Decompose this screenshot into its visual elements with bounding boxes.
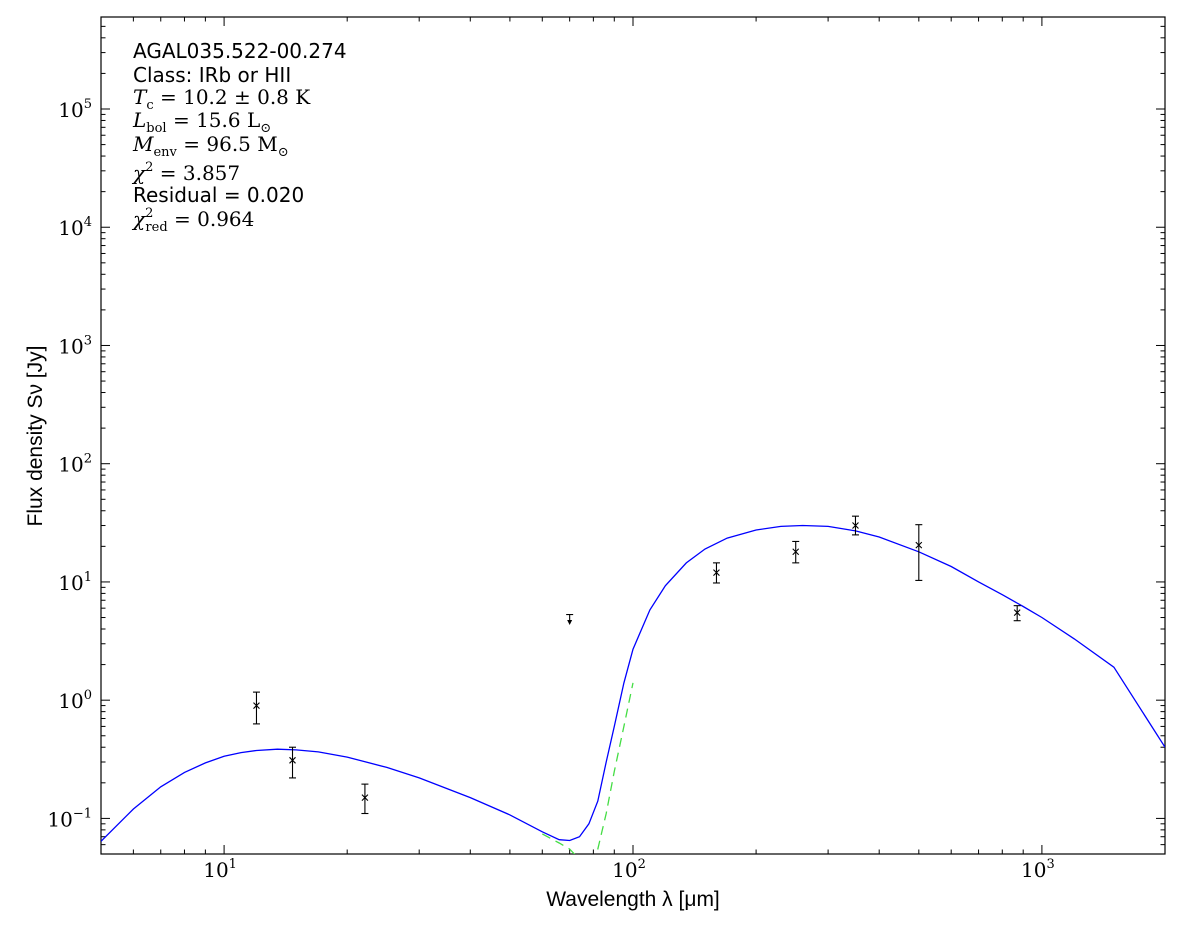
y-tick-label: 105 [58,97,92,122]
data-point [289,746,297,779]
upper-limit-point [566,613,574,625]
y-axis-title: Flux density Sν [Jy] [24,346,47,527]
data-point [915,524,923,581]
y-tick-label: 102 [58,452,92,477]
x-tick-label: 103 [1021,857,1055,882]
data-point [361,783,369,815]
data-marker [361,794,369,801]
x-tick-label: 101 [203,857,237,882]
y-tick-label: 10−1 [47,806,92,831]
observation-points [252,515,1021,815]
source-name: AGAL035.522-00.274 [133,39,347,63]
data-point [792,540,800,564]
data-marker [852,522,859,529]
data-marker [1013,609,1021,617]
temperature-label: Tc = 10.2 ± 0.8 K [133,85,311,113]
residual-label: Residual = 0.020 [133,183,304,207]
data-point [252,691,260,725]
data-point [1013,605,1021,622]
annotation-block: AGAL035.522-00.274 Class: IRb or HII Tc … [131,39,347,235]
data-marker [253,702,260,709]
luminosity-label: Lbol = 15.6 L⊙ [132,108,271,136]
x-axis-title: Wavelength λ [μm] [546,888,720,911]
y-tick-label: 100 [58,688,92,713]
model-curves [101,524,1165,854]
data-marker [289,756,296,764]
axis-ticks [100,16,1166,855]
chi-squared-label: χ2 = 3.857 [131,160,240,185]
class-label: Class: IRb or HII [133,63,291,87]
data-point [851,515,859,536]
data-point [712,562,720,584]
envelope-mass-label: Menv = 96.5 M⊙ [132,132,289,160]
data-marker [915,541,923,549]
reduced-chi-squared-label: χ2 red = 0.964 [131,206,254,235]
data-marker [792,548,800,556]
upper-limit-arrow [567,619,573,625]
y-tick-labels: 10−1 100 101 102 103 104 105 [47,97,92,831]
model-curve-total [101,524,1165,842]
y-tick-label: 104 [58,215,92,240]
x-tick-labels: 101 102 103 [203,857,1055,882]
y-tick-label: 103 [58,333,92,358]
x-tick-label: 102 [612,857,646,882]
y-tick-label: 101 [58,570,92,595]
data-marker [713,569,720,576]
